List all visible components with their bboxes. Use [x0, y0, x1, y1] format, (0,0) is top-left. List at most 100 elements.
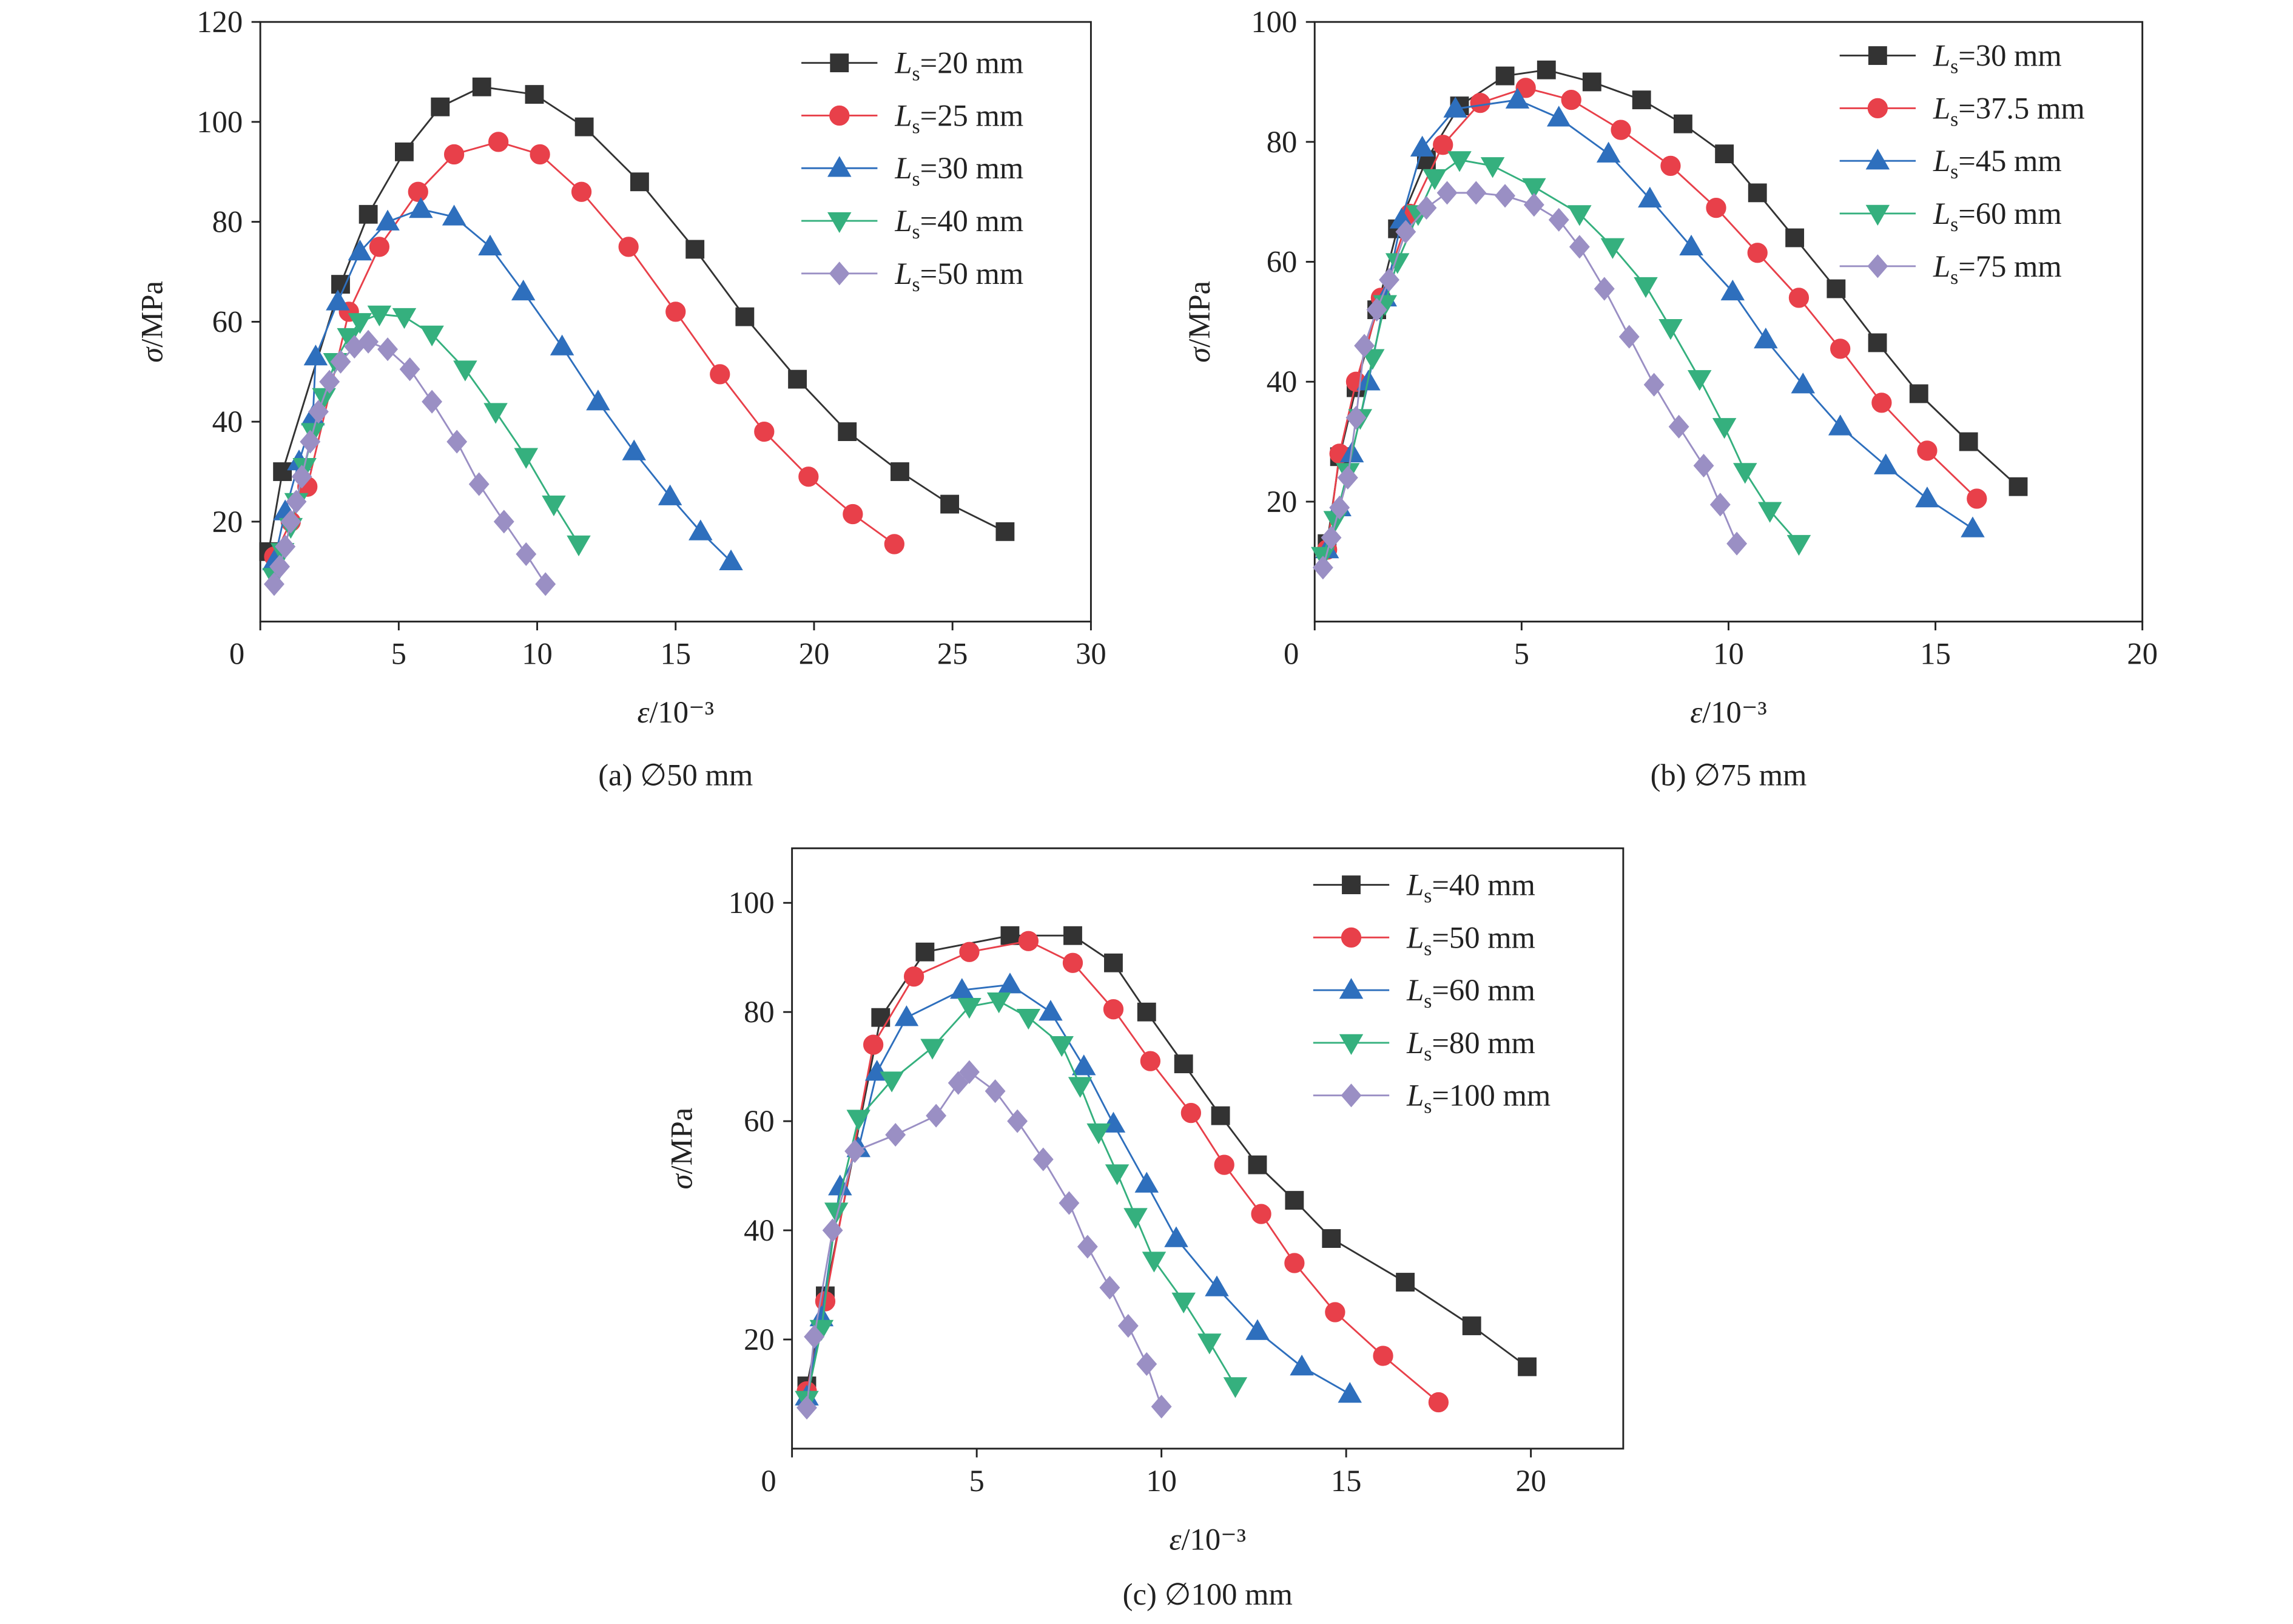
marker	[822, 1218, 843, 1242]
marker	[985, 1079, 1006, 1103]
marker	[1868, 333, 1887, 352]
legend-marker	[1867, 98, 1888, 119]
marker	[880, 1071, 904, 1093]
marker	[1709, 493, 1731, 517]
marker	[535, 572, 556, 596]
y-tick-label: 40	[744, 1213, 775, 1247]
y-axis-label: σ/MPa	[1182, 281, 1216, 363]
legend-label: Ls=45 mm	[1933, 144, 2062, 183]
legend-item: Ls=45 mm	[1839, 144, 2062, 183]
marker	[369, 237, 390, 257]
marker	[1174, 1054, 1193, 1074]
chart-panel: 20 40 60 80 100 0 5 10 15 20 ε/10⁻³ σ/MPa (b) ∅75 mm…	[1182, 5, 2158, 792]
marker	[1618, 325, 1640, 349]
y-tick-label: 60	[744, 1104, 775, 1138]
marker	[915, 942, 935, 962]
legend-item: Ls=80 mm	[1313, 1026, 1535, 1065]
marker	[1788, 288, 1810, 308]
marker	[1495, 184, 1516, 208]
marker	[1428, 1392, 1449, 1413]
marker	[957, 997, 982, 1019]
marker	[574, 117, 594, 136]
marker	[796, 1395, 817, 1420]
x-tick-label: 5	[1514, 637, 1529, 671]
marker	[348, 240, 372, 261]
x-axis-label: ε/10⁻³	[1170, 1522, 1247, 1556]
legend-marker	[1341, 1083, 1362, 1108]
marker	[1687, 370, 1712, 391]
y-tick-label: 60	[212, 305, 243, 339]
marker	[1909, 384, 1928, 403]
marker	[1638, 186, 1662, 207]
marker	[1634, 277, 1658, 298]
marker	[1142, 1252, 1167, 1273]
legend-marker	[1341, 927, 1362, 948]
marker	[838, 422, 857, 442]
marker	[1018, 931, 1039, 951]
marker	[1679, 234, 1703, 256]
marker	[926, 1103, 947, 1128]
x-tick-label: 10	[522, 637, 553, 671]
marker	[542, 495, 566, 517]
marker	[1611, 120, 1631, 140]
marker	[586, 389, 610, 411]
x-tick-label: 5	[391, 637, 406, 671]
marker	[959, 942, 980, 962]
marker	[1791, 372, 1816, 394]
series-line	[806, 1000, 1236, 1400]
marker	[280, 510, 301, 534]
legend-item: Ls=30 mm	[1839, 39, 2062, 78]
marker	[273, 462, 292, 481]
marker	[894, 1005, 919, 1026]
marker	[514, 448, 539, 469]
marker	[478, 234, 502, 256]
marker	[472, 77, 491, 96]
chart-panel: 20 40 60 80 100 0 5 10 15 20 ε/10⁻³ σ/MPa (c) ∅100 m…	[664, 847, 1625, 1611]
marker	[1345, 405, 1367, 430]
marker	[1290, 1354, 1314, 1376]
marker	[1321, 525, 1342, 550]
y-axis-label: σ/MPa	[664, 1108, 698, 1190]
marker	[1205, 1275, 1229, 1296]
marker	[286, 490, 307, 514]
marker	[2008, 477, 2028, 496]
marker	[431, 97, 450, 116]
marker	[1632, 90, 1651, 110]
marker	[1733, 463, 1757, 484]
marker	[408, 181, 428, 202]
marker	[1312, 556, 1333, 580]
marker	[422, 389, 443, 414]
marker	[1322, 1229, 1341, 1248]
legend-label: Ls=50 mm	[894, 257, 1023, 296]
marker	[530, 144, 550, 165]
marker	[1338, 1381, 1362, 1403]
marker	[1668, 414, 1689, 439]
marker	[843, 504, 863, 525]
marker	[446, 430, 468, 454]
marker	[1871, 393, 1892, 413]
marker	[1726, 531, 1748, 556]
marker	[443, 144, 465, 165]
marker	[348, 313, 372, 334]
legend-item: Ls=37.5 mm	[1839, 91, 2085, 130]
marker	[1715, 144, 1734, 164]
marker	[665, 302, 686, 322]
chart-panel: 20 40 60 80 100 120 0 5 10 15 20 25 30 ε/10⁻³ σ/MPa (a)…	[135, 5, 1106, 792]
marker	[375, 209, 400, 231]
legend-label: Ls=30 mm	[894, 151, 1023, 190]
legend-marker	[1865, 204, 1890, 226]
marker	[1117, 1313, 1139, 1338]
marker	[710, 364, 730, 385]
marker	[1136, 1352, 1157, 1376]
legend-marker	[1865, 149, 1890, 170]
marker	[1077, 1235, 1098, 1259]
marker	[1068, 1077, 1093, 1098]
y-tick-label: 100	[1251, 5, 1297, 39]
marker	[1285, 1191, 1304, 1210]
x-tick-label: 20	[2127, 637, 2158, 671]
marker	[1643, 372, 1665, 397]
marker	[1395, 220, 1416, 244]
legend-marker	[829, 105, 850, 126]
marker	[1007, 1109, 1028, 1133]
marker	[844, 1139, 866, 1164]
